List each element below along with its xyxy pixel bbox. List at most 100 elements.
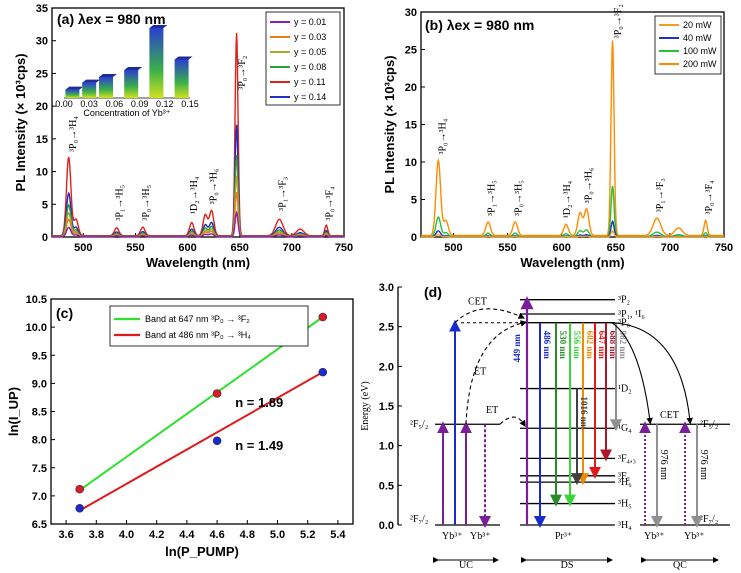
inset-xtick-label: 0.15: [181, 99, 199, 109]
inset-bar-top: [149, 25, 168, 28]
panel-b-ytick-label: 15: [405, 120, 417, 132]
qc-upper-label: ²F₅/₂: [700, 419, 718, 430]
panel-b-peak-label: ¹D₂→³H₄: [562, 180, 573, 218]
panel-c-ytick-label: 7.5: [32, 463, 47, 475]
panel-c-legend: Band at 647 nm ³P₀ → ³F₂ Band at 486 nm ³…: [109, 305, 309, 347]
inset-bar: [82, 82, 97, 98]
panel-c-xtick-label: 4.4: [179, 529, 195, 541]
panel-a-ylabel: PL Intensity (× 10³cps): [13, 53, 28, 191]
panel-c-point: [212, 389, 222, 398]
panel-c-legend-label: Band at 647 nm ³P₀ → ³F₂: [145, 314, 250, 324]
panel-b-legend-label: 200 mW: [683, 59, 717, 69]
panel-a-ytick-label: 5: [42, 199, 48, 211]
pr-level-label: ¹D₂: [618, 384, 632, 395]
panel-a-peak-label: ³P₀→³H₅: [141, 185, 152, 221]
qc-transfer-arrow: [611, 322, 653, 425]
panel-c-ytick-label: 9.0: [32, 378, 47, 390]
uc-label: UC: [459, 560, 473, 571]
pump-wavelength-label: 449 nm: [512, 334, 522, 363]
panel-c-point: [75, 503, 84, 513]
et-label: ET: [474, 366, 486, 377]
inset-bar-top: [124, 67, 143, 70]
ds-label: DS: [561, 560, 574, 571]
panel-c-xtick-label: 4.6: [209, 529, 224, 541]
panel-c-point: [212, 436, 222, 446]
inset-bar: [124, 70, 139, 98]
panel-b-peak-label: ³P₁→³H₅: [486, 180, 497, 216]
emission-label: 530 nm: [558, 331, 568, 360]
panel-b-ytick-label: 20: [405, 82, 417, 94]
panel-c-xtick-label: 4.2: [149, 529, 164, 541]
pr-level-label: ³F₄,₃: [618, 453, 636, 464]
panel-c-slope-label: n = 1.49: [235, 438, 283, 453]
panel-b-xtick-label: 600: [552, 242, 570, 254]
cet-label: CET: [468, 296, 487, 307]
inset-bar-top: [99, 74, 117, 77]
panel-a-legend-label: y = 0.05: [294, 47, 326, 57]
qc-yb-label: Yb³⁺: [684, 531, 705, 542]
panel-a-peak-label: ³P₁→³H₅: [115, 185, 126, 221]
panel-d-ytick-label: 1.0: [379, 441, 394, 453]
emission-label: 688 nm: [608, 331, 618, 360]
panel-d-ytick-label: 3.0: [379, 282, 394, 294]
panel-a-xlabel: Wavelength (nm): [146, 255, 250, 270]
inset-bar: [149, 28, 164, 98]
panel-c-xtick-label: 5.4: [330, 529, 346, 541]
panel-a-peak-label: ³P₁→³F₃: [277, 177, 288, 211]
panel-a-peak-label: ¹D₂→³H₄: [189, 176, 200, 214]
panel-a-ytick-label: 30: [36, 36, 48, 48]
panel-c-xtick-label: 4.0: [119, 529, 134, 541]
et-arrow: [499, 416, 526, 428]
qc-wavelength-label: 976 nm: [658, 450, 669, 481]
panel-b-peak-label: ³P₀→³H₄: [438, 118, 449, 154]
inset-xtick-label: 0.06: [106, 99, 124, 109]
inset-xtick-label: 0.09: [131, 99, 149, 109]
panel-a-ytick-label: 15: [36, 134, 48, 146]
panel-c-ytick-label: 7.0: [32, 491, 47, 503]
inset-xtick-label: 0.03: [80, 99, 98, 109]
panel-c-ytick-label: 9.5: [32, 350, 47, 362]
panel-c-xtick-label: 4.8: [240, 529, 255, 541]
panel-a-legend-label: y = 0.08: [294, 62, 326, 72]
et-arrow: [465, 320, 528, 425]
panel-d-title: (d): [424, 284, 442, 300]
inset-bar: [174, 59, 189, 98]
panel-b-peak-label: ³P₀→³H₆: [584, 167, 595, 203]
inset-xtick-label: 0.12: [156, 99, 174, 109]
panel-a-peak-label: ³P₀→³F₂: [237, 56, 248, 90]
panel-b-title: (b) λex = 980 nm: [425, 17, 534, 33]
panel-b-ylabel: PL Intensity (× 10³cps): [382, 55, 397, 193]
qc-cet-label: CET: [660, 410, 679, 421]
panel-c-ytick-label: 10.0: [26, 322, 47, 334]
pr-level-label: ³P₁, ¹I₆: [618, 309, 645, 320]
panel-c-ytick-label: 8.0: [32, 435, 47, 447]
emission-label: 982 nm: [618, 331, 628, 360]
panel-a-series-line: [52, 210, 344, 238]
panel-a-xtick-label: 600: [178, 242, 196, 254]
panel-a-ytick-label: 35: [36, 3, 48, 15]
cet-arrow: [454, 308, 526, 324]
panel-c-fit-line: [79, 371, 324, 512]
panel-c-xtick-label: 3.8: [89, 529, 104, 541]
panel-a-ytick-label: 10: [36, 167, 48, 179]
emission-label: 556 nm: [572, 331, 582, 360]
inset-bar-top: [174, 56, 193, 60]
panel-c-xlabel: ln(P_PUMP): [165, 544, 239, 559]
panel-a-peak-label: ³P₀→³H₆: [209, 168, 220, 204]
panel-c-ytick-label: 6.5: [32, 519, 47, 531]
panel-a-legend-label: y = 0.14: [294, 92, 326, 102]
panel-a-legend: y = 0.01 y = 0.03 y = 0.05 y = 0.08 y = 0.11…: [265, 11, 341, 106]
qc-wavelength-label: 976 nm: [698, 450, 709, 481]
pr-level-label: ³H₄: [618, 520, 632, 531]
yb-label-uc: Yb³⁺: [470, 531, 491, 542]
panel-b-legend: 20 mW 40 mW 100 mW 200 mW: [654, 15, 722, 75]
pr-level-label: ³P₂: [618, 295, 630, 306]
emission-label: 1016 nm: [579, 396, 589, 429]
panel-d-ytick-label: 2.0: [379, 361, 394, 373]
qc-yb-label: Yb³⁺: [644, 531, 665, 542]
pr-level-label: ³F₂: [618, 471, 630, 482]
panel-a-xtick-label: 750: [335, 242, 353, 254]
yb-upper-label: ²F₅/₂: [410, 419, 428, 430]
panel-c-point: [318, 367, 328, 377]
